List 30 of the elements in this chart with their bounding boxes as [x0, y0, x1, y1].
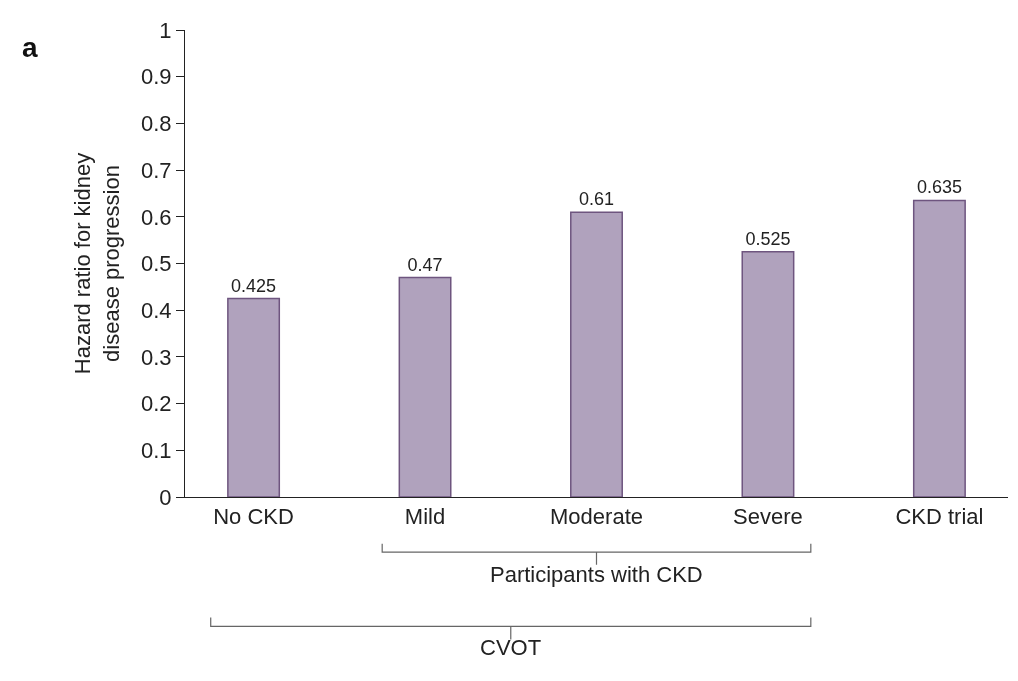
y-tick-label: 0.8: [141, 111, 172, 137]
y-tick-label: 0.1: [141, 438, 172, 463]
y-tick-label: 0.6: [141, 204, 172, 230]
text: Participants with CKD: [490, 562, 703, 587]
y-tick-label: 0.3: [141, 344, 172, 370]
y-tick-label: 1: [159, 17, 172, 43]
y-tick-label: 0.7: [141, 157, 172, 183]
y-axis-title: Hazard ratio for kidney disease progression: [70, 152, 124, 375]
bar: [741, 251, 795, 497]
data-label: 0.525: [745, 228, 791, 249]
y-tick-label: 0.4: [141, 297, 172, 323]
y-tick-label: 0.2: [141, 391, 172, 417]
bar: [912, 199, 966, 497]
y-tick-label: 0: [159, 484, 172, 510]
data-label: 0.635: [916, 177, 962, 198]
x-tick-label: Moderate: [550, 504, 643, 530]
bar: [227, 297, 281, 497]
text: CVOT: [480, 635, 542, 660]
data-label: 0.425: [231, 275, 277, 296]
text: a: [22, 32, 38, 63]
x-tick-label: CKD trial: [895, 504, 984, 530]
bar: [398, 276, 452, 497]
x-tick-label: Mild: [404, 504, 446, 530]
data-label: 0.61: [578, 189, 615, 210]
data-label: 0.47: [407, 254, 443, 275]
x-tick-label: No CKD: [213, 504, 294, 530]
bar: [570, 211, 623, 497]
y-tick-label: 0.5: [141, 251, 172, 277]
y-tick-label: 0.9: [141, 64, 172, 90]
x-tick-label: Severe: [733, 504, 803, 530]
